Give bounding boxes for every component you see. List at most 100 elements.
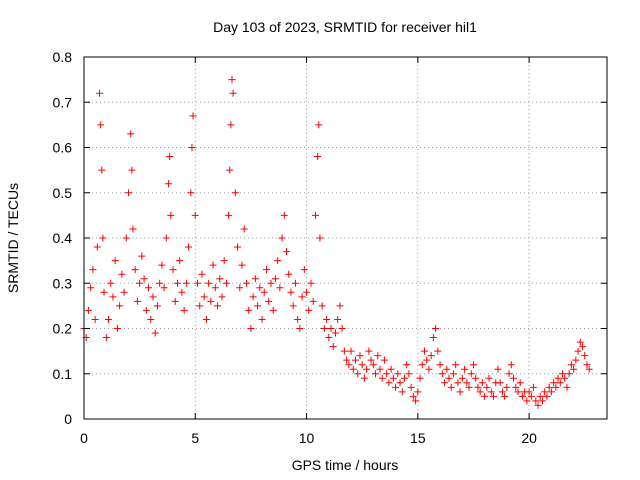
data-point: [363, 365, 371, 373]
axis-ticks: 0 0.1 0.2 0.3 0.4 0.5 0.6 0.7 0.8 0 5 10 15 20: [53, 49, 607, 446]
data-point: [169, 266, 177, 274]
data-point: [481, 392, 489, 400]
data-point: [267, 279, 275, 287]
data-point: [118, 270, 126, 278]
data-point: [122, 234, 130, 242]
data-point: [556, 379, 564, 387]
data-point: [245, 306, 253, 314]
y-axis-label: SRMTID / TECUs: [5, 183, 21, 293]
data-point: [434, 347, 442, 355]
data-point: [478, 379, 486, 387]
data-point: [585, 365, 593, 373]
data-point: [222, 279, 230, 287]
data-points: [80, 76, 593, 409]
data-point: [151, 329, 159, 337]
data-point: [142, 306, 150, 314]
data-point: [581, 352, 589, 360]
data-point: [329, 343, 337, 351]
data-point: [323, 315, 331, 323]
data-point: [149, 293, 157, 301]
data-point: [303, 288, 311, 296]
data-point: [156, 279, 164, 287]
data-point: [543, 392, 551, 400]
x-tick-label: 20: [521, 430, 537, 446]
data-point: [96, 89, 104, 97]
data-point: [173, 279, 181, 287]
data-point: [147, 315, 155, 323]
data-point: [554, 374, 562, 382]
data-point: [354, 370, 362, 378]
data-point: [285, 270, 293, 278]
data-point: [376, 365, 384, 373]
data-point: [338, 325, 346, 332]
data-point: [558, 370, 566, 378]
y-tick-label: 0.2: [53, 321, 73, 337]
data-point: [176, 257, 184, 265]
data-point: [412, 397, 420, 405]
data-point: [314, 153, 322, 161]
data-point: [461, 365, 469, 373]
data-point: [231, 189, 239, 197]
data-point: [87, 284, 95, 292]
data-point: [107, 279, 115, 287]
data-point: [287, 288, 295, 296]
data-point: [200, 293, 208, 301]
data-point: [445, 374, 453, 382]
data-point: [162, 234, 170, 242]
data-point: [325, 334, 333, 342]
data-point: [449, 370, 457, 378]
data-point: [441, 379, 449, 387]
data-point: [425, 365, 433, 373]
y-tick-label: 0.4: [53, 230, 73, 246]
data-point: [209, 261, 217, 269]
data-point: [207, 297, 215, 305]
data-point: [205, 279, 213, 287]
data-point: [527, 392, 535, 400]
data-point: [251, 275, 259, 283]
data-point: [158, 261, 166, 269]
data-point: [536, 392, 544, 400]
data-point: [336, 302, 344, 310]
data-point: [102, 334, 110, 342]
data-point: [467, 370, 475, 378]
data-point: [309, 297, 317, 305]
data-point: [258, 315, 266, 323]
data-point: [315, 121, 323, 129]
data-point: [283, 248, 291, 256]
data-point: [269, 306, 277, 314]
data-point: [403, 361, 411, 369]
data-point: [347, 347, 355, 355]
x-tick-label: 10: [299, 430, 315, 446]
data-point: [256, 284, 264, 292]
data-point: [454, 379, 462, 387]
data-point: [194, 279, 202, 287]
data-point: [99, 234, 107, 242]
data-point: [225, 211, 233, 219]
data-point: [498, 388, 506, 396]
data-point: [340, 347, 348, 355]
data-point: [389, 374, 397, 382]
data-point: [385, 379, 393, 387]
data-point: [167, 211, 175, 219]
data-point: [93, 243, 101, 251]
data-point: [136, 279, 144, 287]
data-point: [400, 374, 408, 382]
data-point: [349, 365, 357, 373]
data-point: [140, 275, 148, 283]
data-point: [423, 356, 431, 364]
data-point: [218, 293, 226, 301]
data-point: [456, 388, 464, 396]
data-point: [100, 288, 108, 296]
data-point: [238, 261, 246, 269]
data-point: [438, 370, 446, 378]
data-point: [189, 112, 197, 120]
data-point: [249, 293, 257, 301]
data-point: [469, 361, 477, 369]
data-point: [178, 288, 186, 296]
data-point: [260, 288, 268, 296]
data-point: [294, 315, 302, 323]
data-point: [489, 392, 497, 400]
data-point: [120, 288, 128, 296]
y-tick-label: 0.1: [53, 366, 73, 382]
